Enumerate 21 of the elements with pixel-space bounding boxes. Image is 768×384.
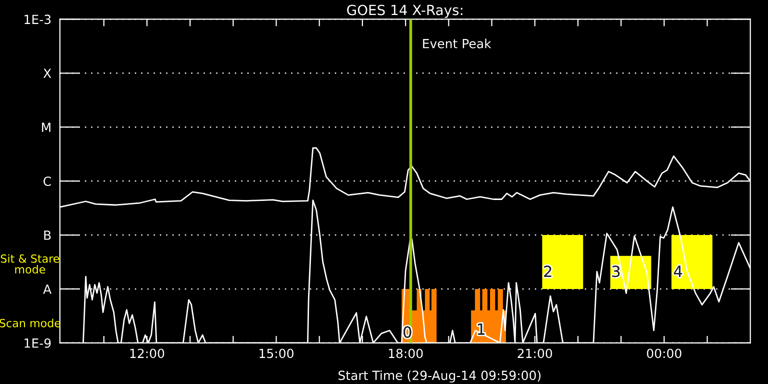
x-tick-label: 00:00 [646,348,682,358]
ref-line-label: Event Peak [423,38,492,48]
y-tick-label: X [43,68,52,78]
y-tick-label: 1E-3 [24,14,51,24]
chart-title: GOES 14 X-Rays: [347,4,462,18]
annotation: 1 [478,324,485,335]
x-tick-label: 18:00 [388,348,423,358]
x-axis-title: Start Time (29-Aug-14 09:59:00) [338,370,541,383]
x-tick-label: 15:00 [260,348,294,358]
y-tick-label: A [43,284,52,294]
y-tick-label: M [42,122,50,132]
y-tick-label: B [44,230,51,240]
annotation: 0 [404,326,412,338]
text: Sit & Stare mode [0,254,60,274]
annotation: 2 [544,266,552,277]
y-tick-label: C [44,176,51,186]
annotation: 4 [674,266,682,277]
annotation: 3 [612,266,620,278]
x-tick-label: 21:00 [518,348,552,358]
x-tick-label: 12:00 [130,348,164,358]
y-tick-label: 1E-9 [24,338,51,348]
